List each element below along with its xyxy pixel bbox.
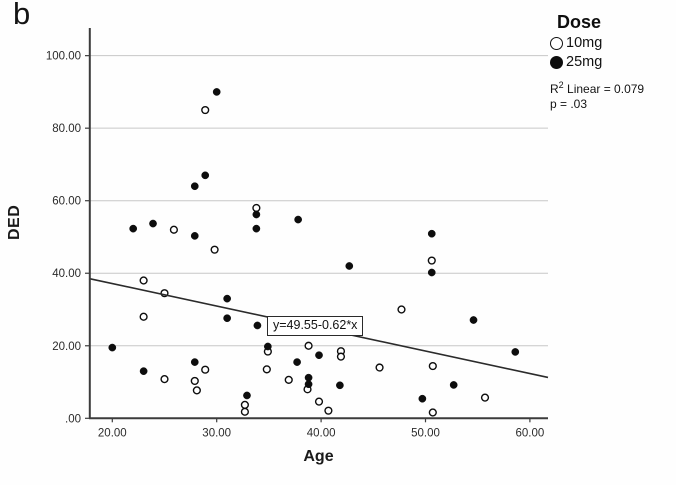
r-squared-text: R2 Linear = 0.079 xyxy=(550,80,645,96)
data-point-25mg xyxy=(252,210,261,219)
p-value-text: p = .03 xyxy=(550,97,588,111)
data-point-10mg xyxy=(427,256,436,265)
filled-circle-icon xyxy=(550,55,563,69)
data-point-10mg xyxy=(397,305,406,314)
y-tick-label: 60.00 xyxy=(52,196,81,208)
data-point-10mg xyxy=(240,407,249,416)
data-point-25mg xyxy=(427,229,436,238)
data-point-10mg xyxy=(480,393,490,402)
data-point-10mg xyxy=(139,276,148,285)
data-point-25mg xyxy=(293,358,301,366)
y-axis-title: DED xyxy=(6,204,23,240)
data-point-25mg xyxy=(190,358,199,366)
fit-statistics: R2 Linear = 0.079 p = .03 xyxy=(550,80,674,112)
data-point-10mg xyxy=(201,105,210,115)
data-point-25mg xyxy=(469,316,478,324)
data-point-25mg xyxy=(223,294,231,303)
x-tick-label: 20.00 xyxy=(98,427,127,439)
data-point-25mg xyxy=(253,321,262,330)
data-point-25mg xyxy=(223,314,231,323)
data-point-25mg xyxy=(252,224,261,233)
data-point-10mg xyxy=(304,341,313,350)
data-point-10mg xyxy=(210,245,219,254)
data-point-25mg xyxy=(190,232,199,240)
scatter-plot-area: .00 20.00 40.00 60.00 80.00 100.00 20.00 30.00 4… xyxy=(46,28,549,439)
data-point-10mg xyxy=(160,375,169,384)
y-tick-label: 20.00 xyxy=(52,341,81,353)
data-point-25mg xyxy=(304,373,313,382)
y-tick-label: 80.00 xyxy=(52,123,81,135)
y-tick-label: .00 xyxy=(65,413,81,425)
y-tick-label: 40.00 xyxy=(52,268,81,280)
open-circle-icon xyxy=(550,36,563,50)
data-point-25mg xyxy=(345,262,354,270)
data-point-25mg xyxy=(201,171,210,180)
regression-equation-label: y=49.55-0.62*x xyxy=(267,316,364,336)
data-point-25mg xyxy=(190,182,199,191)
data-point-25mg xyxy=(129,224,138,233)
data-point-25mg xyxy=(511,348,520,356)
legend: Dose 10mg 25mg R2 Linear = 0.079 p = .03 xyxy=(550,12,674,112)
data-point-10mg xyxy=(169,225,178,234)
data-point-25mg xyxy=(449,381,458,389)
data-point-25mg xyxy=(108,343,117,352)
data-point-10mg xyxy=(139,312,148,321)
legend-title: Dose xyxy=(557,12,602,32)
x-tick-label: 40.00 xyxy=(307,427,336,439)
y-tick-label: 100.00 xyxy=(46,51,81,63)
data-point-25mg xyxy=(212,88,221,96)
data-point-25mg xyxy=(264,342,272,351)
legend-item-label: 10mg xyxy=(566,35,603,51)
data-point-10mg xyxy=(252,203,261,213)
data-point-25mg xyxy=(139,367,148,376)
legend-item-label: 25mg xyxy=(566,54,603,70)
data-point-25mg xyxy=(304,380,313,389)
data-point-10mg xyxy=(375,363,384,372)
legend-item-25mg: 25mg xyxy=(550,53,674,71)
legend-item-10mg: 10mg xyxy=(550,34,674,52)
x-tick-label: 60.00 xyxy=(516,427,545,439)
data-point-10mg xyxy=(428,361,437,371)
x-tick-label: 30.00 xyxy=(202,427,231,439)
figure-label: b xyxy=(13,0,31,31)
data-point-25mg xyxy=(294,215,302,224)
data-point-10mg xyxy=(324,406,333,415)
x-tick-label: 50.00 xyxy=(411,427,440,439)
data-point-10mg xyxy=(284,375,293,384)
data-point-10mg xyxy=(192,386,201,395)
data-point-10mg xyxy=(428,408,437,417)
data-point-10mg xyxy=(190,376,199,386)
data-point-25mg xyxy=(243,391,251,400)
data-point-10mg xyxy=(201,365,210,374)
data-point-25mg xyxy=(149,219,157,228)
data-point-25mg xyxy=(336,381,344,390)
data-point-25mg xyxy=(315,351,323,360)
data-point-25mg xyxy=(418,394,427,403)
data-point-10mg xyxy=(314,397,324,406)
x-axis-title: Age xyxy=(303,448,334,465)
data-point-10mg xyxy=(336,352,346,361)
data-point-25mg xyxy=(427,268,436,277)
data-point-10mg xyxy=(240,400,249,409)
data-point-10mg xyxy=(262,365,271,374)
